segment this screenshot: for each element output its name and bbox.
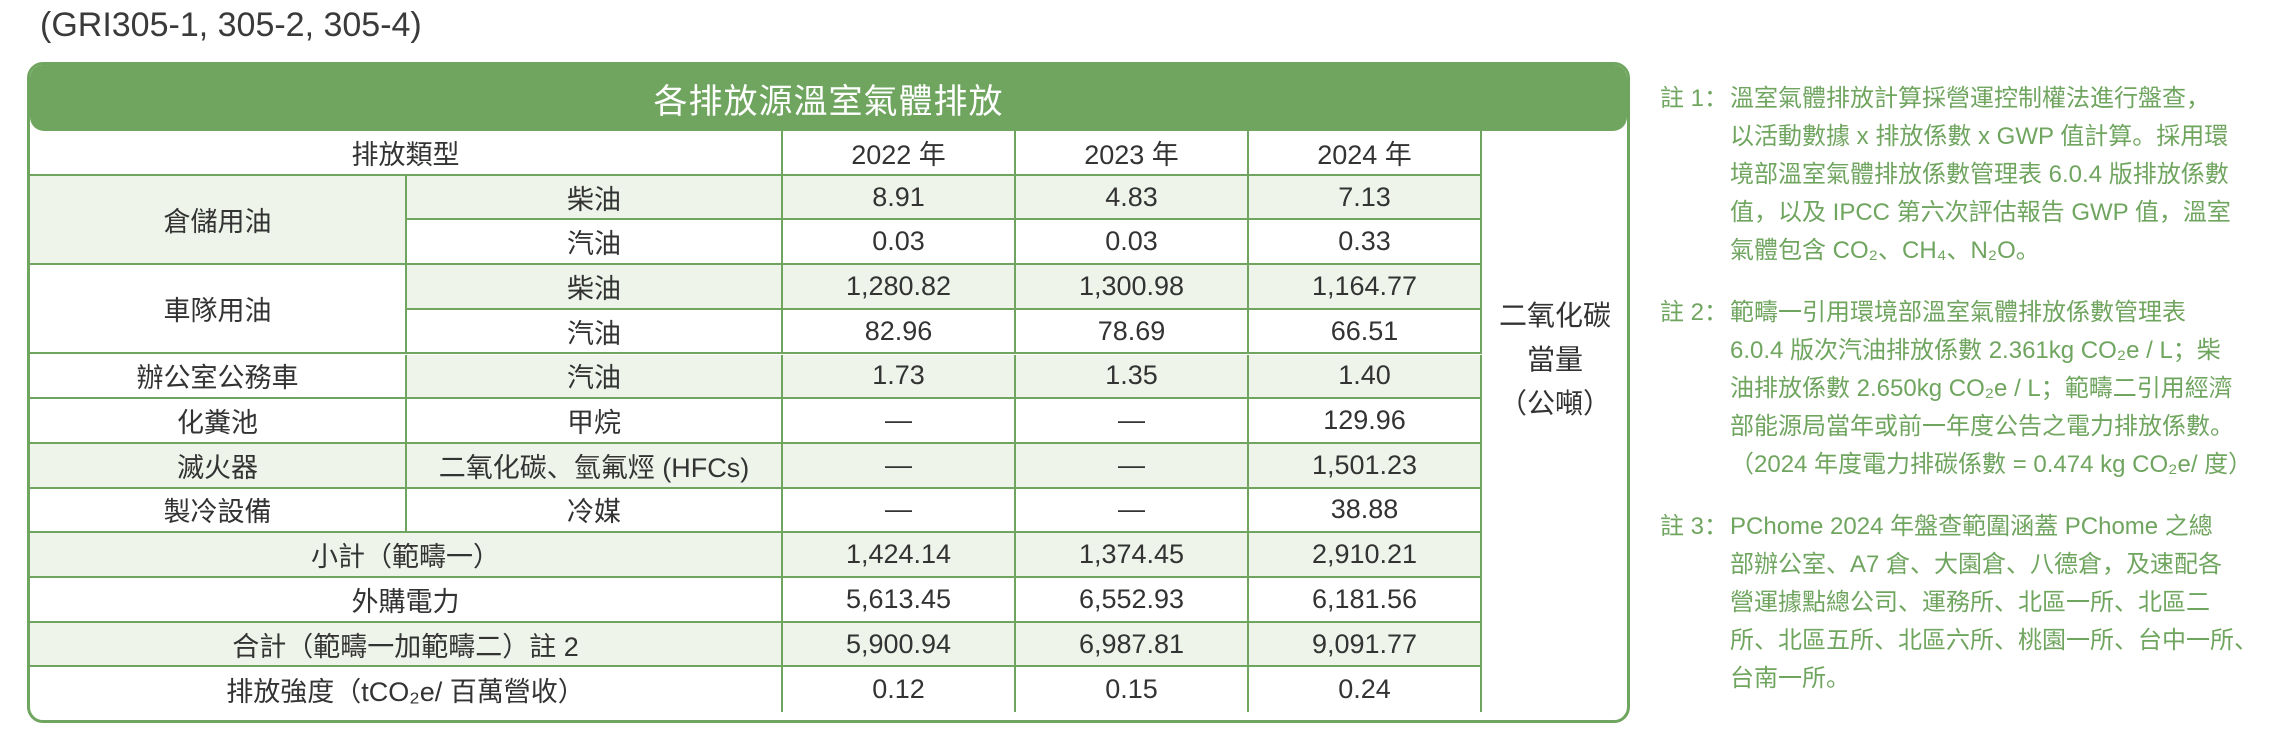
source-cell: 汽油 [407,354,783,400]
header-emission-type: 排放類型 [30,131,783,176]
source-cell: 柴油 [407,265,783,310]
note-line: 部能源局當年或前一年度公告之電力排放係數。 [1730,413,2234,440]
note-label: 註 2： [1660,299,1729,326]
total-2022: 5,613.45 [783,578,1016,623]
header-2023: 2023 年 [1016,131,1249,176]
total-2024: 0.24 [1249,667,1482,713]
category-cell: 滅火器 [30,443,407,489]
note-line: 範疇一引用環境部溫室氣體排放係數管理表 [1730,299,2186,326]
unit-line-3: （公噸） [1498,388,1611,419]
value-2023: — [1016,488,1249,534]
value-2023: 4.83 [1016,175,1249,221]
note-line: 6.0.4 版次汽油排放係數 2.361kg CO₂e / L；柴 [1730,337,2221,364]
note-line: PChome 2024 年盤查範圍涵蓋 PChome 之總 [1730,513,2213,540]
table-title: 各排放源溫室氣體排放 [30,65,1627,131]
gri-reference: (GRI305-1, 305-2, 305-4) [40,6,422,44]
total-2023: 0.15 [1016,667,1249,713]
source-cell: 二氧化碳、氫氟烴 (HFCs) [407,443,783,489]
source-cell: 汽油 [407,220,783,266]
value-2024: 1,164.77 [1249,265,1482,310]
value-2022: — [783,488,1016,534]
value-2024: 66.51 [1249,309,1482,355]
source-cell: 汽油 [407,309,783,355]
category-cell: 辦公室公務車 [30,354,407,400]
total-2024: 2,910.21 [1249,533,1482,578]
note-line: 部辦公室、A7 倉、大園倉、八德倉，及速配各 [1730,551,2223,578]
note-2: 註 2： 範疇一引用環境部溫室氣體排放係數管理表 6.0.4 版次汽油排放係數 … [1660,294,2260,484]
value-2024: 1,501.23 [1249,443,1482,489]
note-line: （2024 年度電力排碳係數 = 0.474 kg CO₂e/ 度） [1730,451,2253,478]
total-label: 外購電力 [30,578,783,623]
note-line: 氣體包含 CO₂、CH₄、N₂O。 [1730,237,2040,264]
value-2024: 1.40 [1249,354,1482,400]
value-2022: — [783,399,1016,444]
source-cell: 甲烷 [407,399,783,444]
unit-line-1: 二氧化碳 [1498,300,1611,331]
value-2023: 1.35 [1016,354,1249,400]
header-2022: 2022 年 [783,131,1016,176]
value-2024: 0.33 [1249,220,1482,266]
header-2024: 2024 年 [1249,131,1482,176]
source-cell: 柴油 [407,175,783,221]
total-2022: 1,424.14 [783,533,1016,578]
note-1: 註 1： 溫室氣體排放計算採營運控制權法進行盤查， 以活動數據 x 排放係數 x… [1660,80,2260,270]
note-line: 油排放係數 2.650kg CO₂e / L；範疇二引用經濟 [1730,375,2233,402]
value-2022: 1.73 [783,354,1016,400]
note-line: 所、北區五所、北區六所、桃園一所、台中一所、 [1730,627,2258,654]
note-line: 營運據點總公司、運務所、北區一所、北區二 [1730,589,2210,616]
value-2024: 38.88 [1249,488,1482,534]
value-2023: 1,300.98 [1016,265,1249,310]
total-label: 小計（範疇一） [30,533,783,578]
value-2022: 1,280.82 [783,265,1016,310]
value-2022: 0.03 [783,220,1016,266]
note-3: 註 3： PChome 2024 年盤查範圍涵蓋 PChome 之總 部辦公室、… [1660,508,2260,698]
category-cell: 製冷設備 [30,488,407,534]
value-2024: 7.13 [1249,175,1482,221]
category-cell: 車隊用油 [30,265,407,355]
unit-line-2: 當量 [1526,344,1583,375]
total-2022: 0.12 [783,667,1016,713]
unit-label: 二氧化碳 當量 （公噸） [1483,294,1627,426]
category-cell: 化糞池 [30,399,407,444]
note-line: 以活動數據 x 排放係數 x GWP 值計算。採用環 [1730,123,2229,150]
total-2023: 6,552.93 [1016,578,1249,623]
value-2022: — [783,443,1016,489]
note-line: 境部溫室氣體排放係數管理表 6.0.4 版排放係數 [1730,161,2229,188]
value-2023: 78.69 [1016,309,1249,355]
total-2023: 6,987.81 [1016,622,1249,668]
note-label: 註 1： [1660,85,1729,112]
total-label: 排放強度（tCO₂e/ 百萬營收） [30,667,783,713]
total-2022: 5,900.94 [783,622,1016,668]
value-2022: 82.96 [783,309,1016,355]
total-2023: 1,374.45 [1016,533,1249,578]
total-2024: 9,091.77 [1249,622,1482,668]
value-2023: — [1016,443,1249,489]
value-2023: 0.03 [1016,220,1249,266]
note-label: 註 3： [1660,513,1729,540]
value-2023: — [1016,399,1249,444]
note-line: 溫室氣體排放計算採營運控制權法進行盤查， [1730,85,2210,112]
emissions-table: 各排放源溫室氣體排放 排放類型 2022 年 2023 年 2024 年倉儲用油 車隊用… [27,62,1630,723]
source-cell: 冷媒 [407,488,783,534]
value-2022: 8.91 [783,175,1016,221]
total-2024: 6,181.56 [1249,578,1482,623]
notes-panel: 註 1： 溫室氣體排放計算採營運控制權法進行盤查， 以活動數據 x 排放係數 x… [1660,80,2260,722]
value-2024: 129.96 [1249,399,1482,444]
note-line: 台南一所。 [1730,665,1850,692]
category-cell: 倉儲用油 [30,175,407,266]
total-label: 合計（範疇一加範疇二）註 2 [30,622,783,668]
note-line: 值，以及 IPCC 第六次評估報告 GWP 值，溫室 [1730,199,2231,226]
